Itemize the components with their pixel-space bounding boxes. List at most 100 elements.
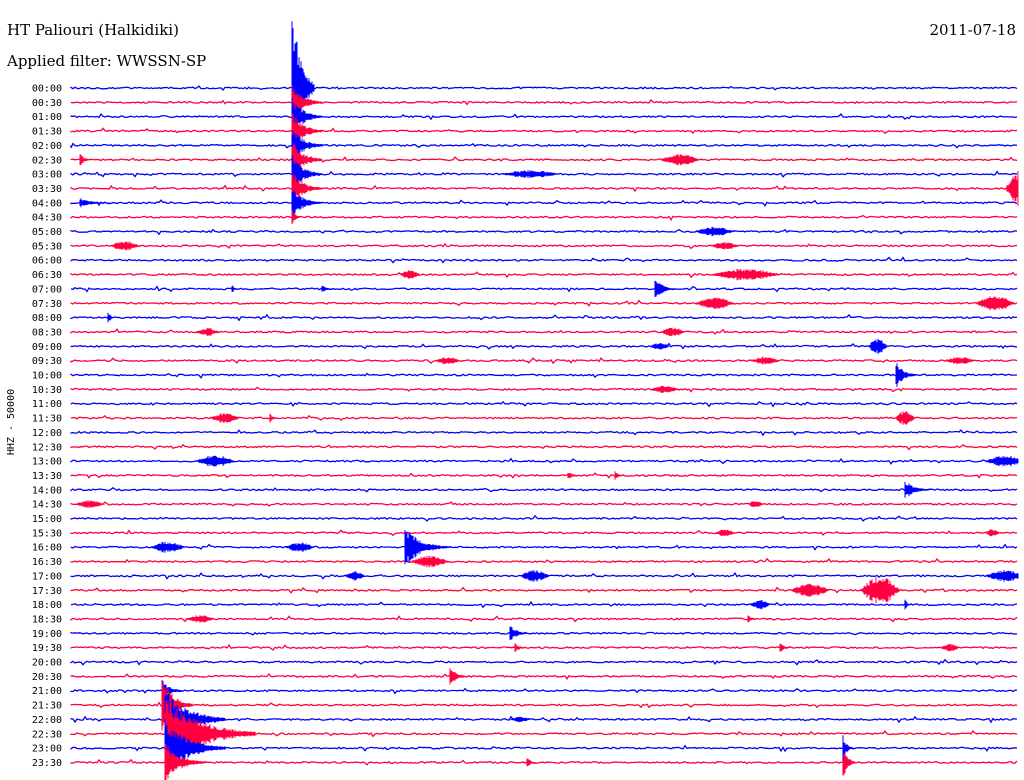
seismic-event (710, 242, 740, 250)
seismic-event (695, 226, 735, 237)
traces (70, 85, 1018, 766)
trace-row (70, 142, 1018, 149)
seismic-event (285, 542, 315, 552)
time-label: 16:30 (32, 557, 62, 568)
time-label: 06:00 (32, 256, 62, 267)
seismic-event (509, 626, 529, 640)
time-label: 18:00 (32, 600, 62, 611)
seismic-event (231, 285, 239, 292)
seismic-event (269, 413, 279, 423)
seismic-event (291, 173, 323, 204)
trace-row (70, 715, 1017, 724)
time-label: 03:30 (32, 184, 62, 195)
seismic-event (185, 615, 215, 623)
seismic-event (164, 744, 206, 780)
seismic-event (895, 411, 915, 425)
filter-label: Applied filter: WWSSN-SP (6, 52, 206, 70)
trace-row (70, 701, 1018, 709)
time-label: 07:30 (32, 299, 62, 310)
trace-row (70, 156, 1018, 163)
trace-row (70, 199, 1018, 207)
seismic-event (790, 583, 830, 597)
trace-row (70, 472, 1018, 479)
seismic-event (195, 328, 220, 336)
trace-row (70, 529, 1018, 537)
seismic-event (1005, 170, 1019, 206)
time-label: 05:00 (32, 227, 62, 238)
time-label: 14:30 (32, 500, 62, 511)
time-label: 09:00 (32, 342, 62, 353)
trace-row (70, 687, 1018, 695)
trace-row (70, 443, 1018, 451)
trace-row (70, 672, 1018, 680)
trace-row (70, 400, 1018, 408)
seismic-event (985, 570, 1019, 582)
seismic-event (500, 170, 560, 179)
time-label: 21:30 (32, 701, 62, 712)
trace-row (70, 429, 1018, 437)
trace-row (70, 372, 1018, 379)
seismic-event (79, 198, 111, 208)
time-label: 13:30 (32, 471, 62, 482)
time-label: 17:00 (32, 571, 62, 582)
time-label: 04:00 (32, 198, 62, 209)
time-label: 20:00 (32, 658, 62, 669)
seismic-event (614, 471, 624, 480)
seismic-event (107, 312, 115, 323)
trace-row (70, 342, 1018, 350)
time-label: 21:00 (32, 686, 62, 697)
trace-row (70, 98, 1018, 106)
seismic-event (695, 297, 735, 309)
seismic-event (79, 154, 91, 165)
time-label: 19:30 (32, 643, 62, 654)
time-label: 08:00 (32, 313, 62, 324)
time-label: 04:30 (32, 213, 62, 224)
trace-row (70, 744, 1018, 753)
trace-row (70, 658, 1018, 666)
time-label: 06:30 (32, 270, 62, 281)
seismic-event (75, 500, 105, 508)
seismic-event (940, 643, 960, 652)
time-label: 22:30 (32, 729, 62, 740)
time-label: 18:30 (32, 614, 62, 625)
seismic-event (291, 130, 323, 161)
time-label: 02:30 (32, 155, 62, 166)
trace-row (70, 543, 1018, 551)
seismic-event (904, 599, 912, 610)
time-label: 22:00 (32, 715, 62, 726)
seismic-event (904, 481, 931, 498)
seismic-event (715, 529, 735, 536)
seismic-event (291, 113, 323, 149)
seismic-event (895, 363, 917, 387)
station-title: HT Paliouri (Halkidiki) (7, 21, 179, 39)
seismic-event (410, 555, 450, 568)
seismic-event (650, 385, 680, 393)
seismic-event (868, 338, 888, 354)
trace-row (70, 357, 1018, 365)
trace-row (70, 643, 1018, 652)
seismic-event (210, 413, 240, 423)
seismic-event (748, 501, 763, 507)
time-label: 03:00 (32, 170, 62, 181)
time-label: 23:00 (32, 744, 62, 755)
seismic-event (945, 357, 975, 365)
time-label: 01:00 (32, 112, 62, 123)
time-label: 14:00 (32, 485, 62, 496)
seismic-event (860, 577, 900, 604)
trace-row (70, 299, 1018, 307)
trace-row (70, 112, 1018, 121)
time-labels: 00:00 00:30 01:00 01:30 02:00 02:30 03:00 03:30… (32, 84, 62, 769)
time-label: 19:00 (32, 629, 62, 640)
time-label: 05:30 (32, 241, 62, 252)
trace-row (70, 271, 1018, 279)
seismic-event (195, 455, 235, 467)
trace-row (70, 214, 1018, 221)
trace-row (70, 85, 1018, 91)
seismic-event (779, 643, 791, 652)
seismic-event (750, 356, 780, 365)
trace-row (70, 487, 1018, 493)
time-label: 09:30 (32, 356, 62, 367)
seismic-event (291, 210, 301, 225)
time-label: 11:00 (32, 399, 62, 410)
